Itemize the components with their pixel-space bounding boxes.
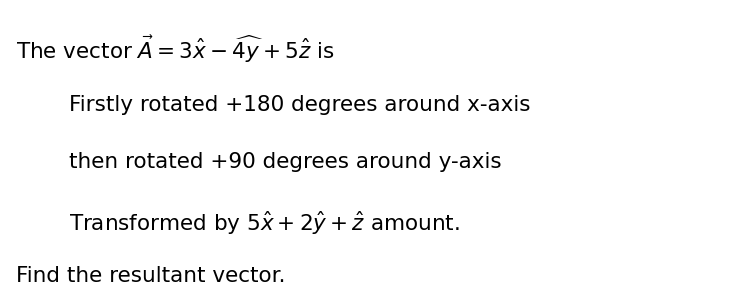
Text: Firstly rotated +180 degrees around x-axis: Firstly rotated +180 degrees around x-ax…: [69, 95, 531, 115]
Text: Find the resultant vector.: Find the resultant vector.: [16, 266, 286, 285]
Text: then rotated +90 degrees around y-axis: then rotated +90 degrees around y-axis: [69, 152, 502, 172]
Text: Transformed by $5\hat{x} + 2\hat{y} + \hat{z}$ amount.: Transformed by $5\hat{x} + 2\hat{y} + \h…: [69, 209, 460, 237]
Text: The vector $\vec{A} = 3\hat{x} - \widehat{4y} + 5\hat{z}$ is: The vector $\vec{A} = 3\hat{x} - \wideha…: [16, 34, 335, 65]
